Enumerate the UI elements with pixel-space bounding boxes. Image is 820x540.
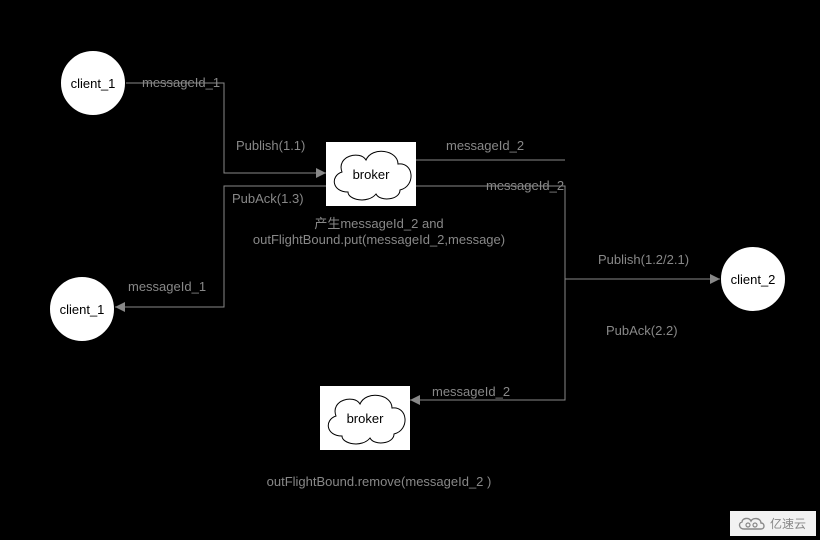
label-messageid2-mid: messageId_2 xyxy=(486,178,564,193)
label-puback-2-2: PubAck(2.2) xyxy=(606,323,678,338)
node-label: broker xyxy=(353,167,390,182)
watermark-text: 亿速云 xyxy=(770,515,806,532)
label-publish-1-2-2-1: Publish(1.2/2.1) xyxy=(598,252,689,267)
node-label: client_1 xyxy=(60,302,105,317)
node-client1-bottom: client_1 xyxy=(49,276,115,342)
node-label: client_2 xyxy=(731,272,776,287)
node-client2: client_2 xyxy=(720,246,786,312)
label-messageid2-top: messageId_2 xyxy=(446,138,524,153)
label-puback-1-3: PubAck(1.3) xyxy=(232,191,304,206)
watermark: 亿速云 xyxy=(730,511,816,536)
cloud-logo-icon xyxy=(736,516,766,532)
node-client1-top: client_1 xyxy=(60,50,126,116)
label-messageid1-bottom: messageId_1 xyxy=(128,279,206,294)
label-publish-1-1: Publish(1.1) xyxy=(236,138,305,153)
node-label: broker xyxy=(347,411,384,426)
label-remove-note: outFlightBound.remove(messageId_2 ) xyxy=(262,474,496,490)
label-messageid2-bottom: messageId_2 xyxy=(432,384,510,399)
node-broker-top: broker xyxy=(326,142,416,206)
label-messageid1-top: messageId_1 xyxy=(142,75,220,90)
node-broker-bottom: broker xyxy=(320,386,410,450)
node-label: client_1 xyxy=(71,76,116,91)
label-broker-note: 产生messageId_2 and outFlightBound.put(mes… xyxy=(244,216,514,249)
